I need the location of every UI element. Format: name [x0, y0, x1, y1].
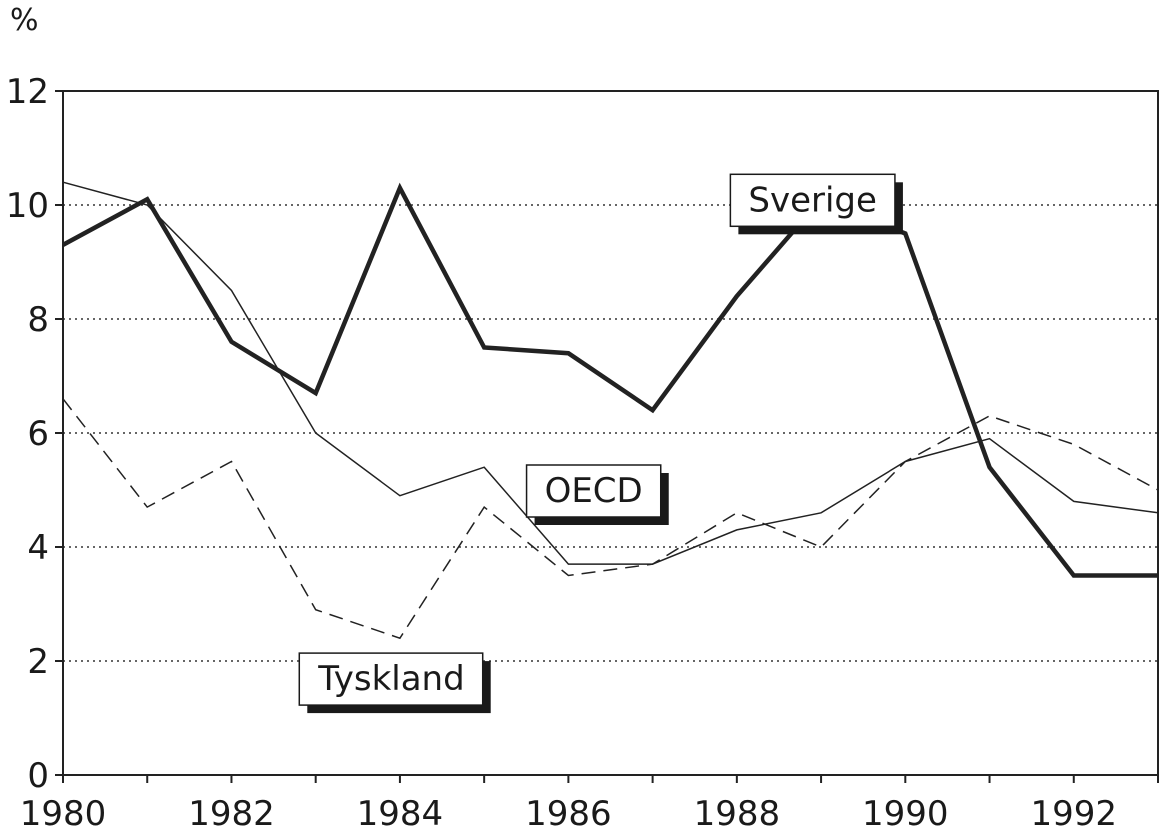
series-label-sverige: Sverige: [729, 173, 903, 235]
x-tick-label: 1992: [1031, 794, 1118, 831]
label-box: [298, 652, 484, 706]
x-tick-label: 1988: [694, 794, 781, 831]
x-tick-label: 1984: [357, 794, 444, 831]
label-box: [525, 464, 662, 518]
series-line-tyskland: [62, 398, 1159, 640]
series-line-oecd: [62, 181, 1159, 565]
axes: 0 2 4 6 8 10 12 1980 1982 1984 1986 1988 1990 1992: [6, 72, 1159, 831]
y-tick-label: 0: [27, 756, 49, 796]
series-label-text: Sverige: [748, 180, 877, 220]
y-tick-label: 10: [6, 186, 49, 226]
x-tick-label: 1982: [188, 794, 275, 831]
y-tick-label: 12: [6, 72, 49, 112]
label-box: [729, 173, 896, 228]
y-tick-label: 4: [27, 528, 49, 568]
series-line-sverige: [61, 182, 1158, 578]
series-label-text: OECD: [545, 471, 643, 511]
x-tick-label: 1986: [525, 794, 612, 831]
y-unit-label: %: [10, 3, 39, 38]
series-label-tyskland: Tyskland: [298, 652, 491, 714]
series-labels: Sverige OECD Tyskland: [298, 173, 903, 714]
x-tick-label: 1990: [862, 794, 949, 831]
y-tick-label: 6: [27, 414, 49, 454]
gridlines: [63, 204, 1158, 662]
x-tick-label: 1980: [20, 794, 107, 831]
series-lines: [61, 181, 1159, 640]
series-label-oecd: OECD: [525, 464, 669, 525]
y-tick-label: 2: [27, 642, 49, 682]
series-label-text: Tyskland: [317, 659, 464, 699]
y-tick-label: 8: [27, 300, 49, 340]
plot-frame: [62, 90, 1159, 776]
